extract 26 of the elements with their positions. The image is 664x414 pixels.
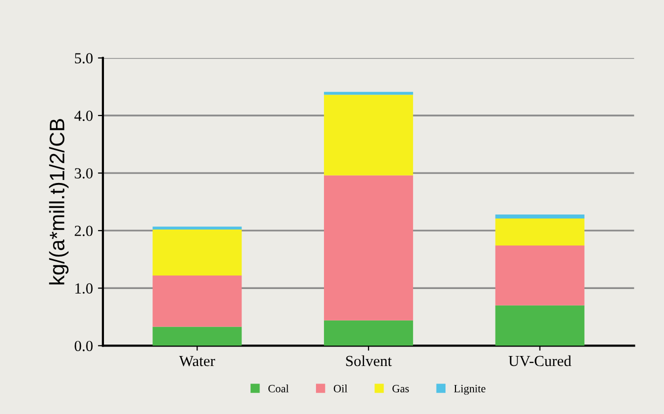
y-tick-label: 4.0 bbox=[74, 110, 93, 122]
bar bbox=[152, 229, 242, 276]
legend-label: Oil bbox=[334, 384, 348, 392]
bar bbox=[324, 94, 414, 176]
bar bbox=[324, 175, 414, 320]
x-tick-label: Water bbox=[179, 356, 216, 366]
legend-label: Lignite bbox=[454, 384, 486, 395]
bar bbox=[495, 214, 584, 219]
y-tick-label: 3.0 bbox=[74, 168, 93, 179]
bar bbox=[152, 275, 242, 327]
x-tick-label: Solvent bbox=[346, 355, 392, 366]
bar bbox=[324, 92, 414, 95]
y-tick-label: 2.0 bbox=[74, 226, 93, 236]
bar bbox=[495, 218, 584, 246]
y-tick-label: 0.0 bbox=[74, 340, 93, 352]
bar bbox=[324, 320, 414, 346]
x-tick-label: UV-Cured bbox=[508, 355, 572, 366]
bar bbox=[495, 246, 584, 306]
bar bbox=[152, 326, 242, 346]
bar bbox=[495, 305, 584, 346]
y-tick-label: 1.0 bbox=[75, 283, 93, 294]
legend-label: Gas bbox=[392, 384, 409, 392]
bar bbox=[152, 226, 242, 230]
y-axis-title: kg/(a*mill.t)1/2/CB bbox=[49, 118, 69, 284]
legend-label: Coal bbox=[268, 384, 289, 392]
y-tick-label: 5.0 bbox=[74, 53, 93, 64]
